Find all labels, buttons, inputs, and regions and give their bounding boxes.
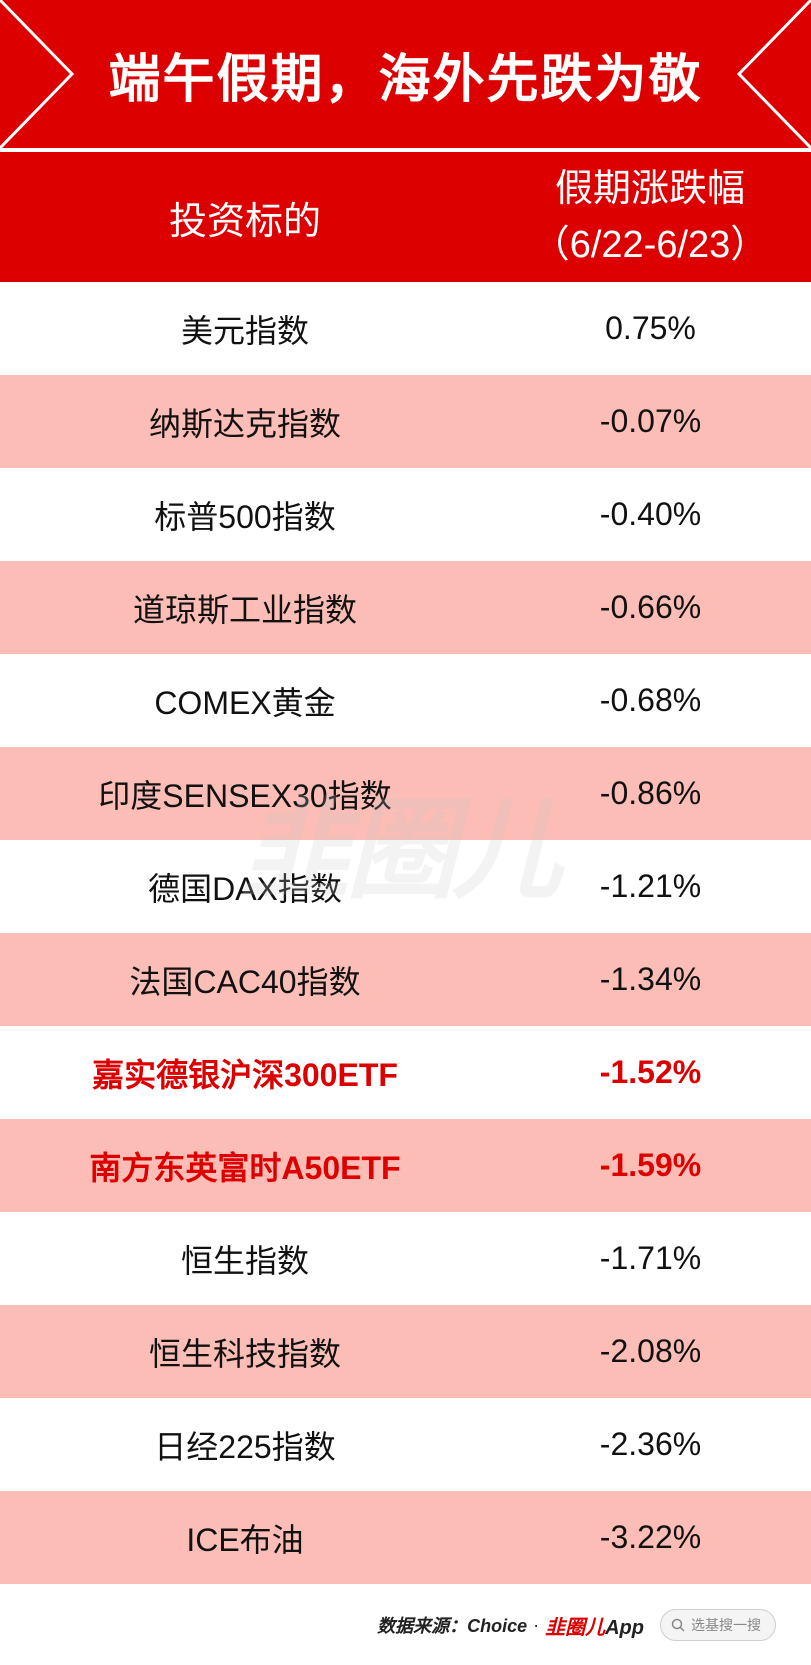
header-investment-target: 投资标的 [168,200,321,243]
asset-name: 恒生指数 [180,1242,309,1279]
change-value: -1.71% [599,1240,702,1276]
performance-table: 美元指数 0.75% 纳斯达克指数 -0.07% 标普500指数 -0.40% 道琼斯工业指… [0,282,811,1584]
table-row: 恒生指数 -1.71% [0,1212,811,1305]
header-date-range: （6/22-6/23） [531,224,769,266]
change-value: -0.40% [599,496,702,532]
page-title: 端午假期，海外先跌为敬 [108,50,703,109]
change-value: -1.21% [599,868,702,904]
asset-name: 德国DAX指数 [148,870,342,907]
left-chevron-decoration [0,0,75,148]
table-row: 南方东英富时A50ETF -1.59% [0,1119,811,1212]
change-value: -3.22% [599,1519,702,1555]
change-value: -1.52% [599,1054,702,1090]
change-value: 0.75% [605,310,696,346]
asset-name: 标普500指数 [154,498,336,535]
header-change-label: 假期涨跌幅 [554,168,745,210]
app-logo: 韭圈儿App [545,1611,644,1640]
change-value: -1.59% [599,1147,702,1183]
asset-name: 恒生科技指数 [148,1335,341,1372]
table-row: ICE布油 -3.22% [0,1491,811,1584]
asset-name: 法国CAC40指数 [129,963,361,1000]
table-row: 嘉实德银沪深300ETF -1.52% [0,1026,811,1119]
table-row: 法国CAC40指数 -1.34% [0,933,811,1026]
search-pill[interactable]: 选基搜一搜 [660,1609,776,1641]
table-row: COMEX黄金 -0.68% [0,654,811,747]
table-row: 纳斯达克指数 -0.07% [0,375,811,468]
asset-name: ICE布油 [186,1521,304,1558]
right-chevron-decoration [736,0,811,148]
asset-name: 印度SENSEX30指数 [98,777,392,814]
change-value: -2.36% [599,1426,702,1462]
change-value: -0.07% [599,403,702,439]
table-row: 印度SENSEX30指数 -0.86% [0,747,811,840]
change-value: -0.68% [599,682,702,718]
footer: 数据来源：Choice · 韭圈儿App 选基搜一搜 [0,1585,811,1665]
footer-separator: · [533,1614,540,1635]
table-row: 恒生科技指数 -2.08% [0,1305,811,1398]
asset-name: 日经225指数 [154,1428,336,1465]
data-source: 数据来源：Choice [377,1616,528,1636]
table-row: 美元指数 0.75% [0,282,811,375]
app-logo-brand: 韭圈儿 [545,1616,606,1639]
table-row: 德国DAX指数 -1.21% [0,840,811,933]
asset-name: 纳斯达克指数 [148,405,341,442]
asset-name: 道琼斯工业指数 [132,591,357,628]
change-value: -1.34% [599,961,702,997]
asset-name: 美元指数 [180,312,309,349]
asset-name: 南方东英富时A50ETF [89,1149,401,1186]
asset-name: 嘉实德银沪深300ETF [92,1056,398,1093]
change-value: -0.66% [599,589,702,625]
banner-divider [0,148,811,152]
asset-name: COMEX黄金 [154,684,336,721]
table-row: 道琼斯工业指数 -0.66% [0,561,811,654]
table-row: 标普500指数 -0.40% [0,468,811,561]
search-placeholder: 选基搜一搜 [691,1617,761,1633]
app-logo-suffix: App [605,1616,644,1639]
header-holiday-change: 假期涨跌幅 （6/22-6/23） [490,152,810,282]
search-icon [671,1618,685,1632]
change-value: -0.86% [599,775,702,811]
change-value: -2.08% [599,1333,702,1369]
table-header: 投资标的 假期涨跌幅 （6/22-6/23） [0,152,811,282]
table-row: 日经225指数 -2.36% [0,1398,811,1491]
title-banner: 端午假期，海外先跌为敬 [0,0,811,148]
